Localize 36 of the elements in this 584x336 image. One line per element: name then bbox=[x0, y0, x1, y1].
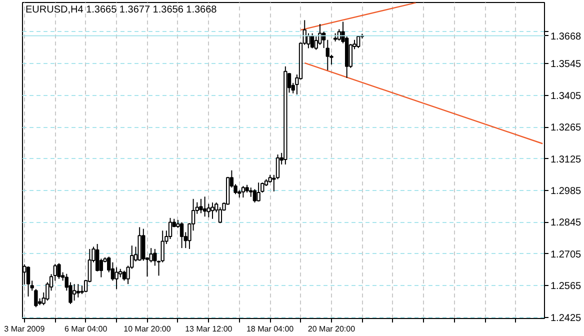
y-tick-label: 1.3125 bbox=[550, 154, 582, 166]
candlestick bbox=[256, 182, 260, 202]
x-tick-label: 6 Mar 04:00 bbox=[64, 324, 108, 334]
candlestick bbox=[210, 202, 214, 220]
y-tick-label: 1.2705 bbox=[550, 249, 582, 260]
candlestick bbox=[306, 32, 310, 49]
candlestick bbox=[114, 266, 118, 290]
x-tick-label: 10 Mar 20:00 bbox=[124, 324, 172, 334]
chart-title: EURUSD,H4 1.3665 1.3677 1.3656 1.3668 bbox=[26, 4, 218, 16]
x-tick-label: 13 Mar 12:00 bbox=[185, 324, 233, 334]
candlestick bbox=[241, 185, 246, 198]
candlestick bbox=[153, 248, 157, 266]
candlestick bbox=[356, 35, 360, 49]
candlestick bbox=[34, 288, 38, 308]
y-tick-label: 1.3265 bbox=[550, 122, 582, 134]
candlestick bbox=[249, 187, 253, 198]
y-tick-label: 1.2845 bbox=[550, 218, 582, 229]
candlestick bbox=[202, 196, 207, 218]
candlestick bbox=[199, 198, 203, 214]
y-tick-label: 1.2425 bbox=[550, 312, 582, 324]
candlestick bbox=[122, 270, 126, 282]
candlestick bbox=[57, 262, 61, 280]
x-tick-label: 20 Mar 20:00 bbox=[308, 324, 356, 334]
candlestick bbox=[26, 266, 30, 298]
x-tick-label: 3 Mar 2009 bbox=[4, 324, 46, 334]
y-tick-label: 1.2565 bbox=[550, 281, 582, 292]
y-tick-label: 1.3545 bbox=[550, 59, 582, 70]
x-tick-label: 18 Mar 04:00 bbox=[246, 324, 294, 334]
y-tick-label: 1.3405 bbox=[550, 90, 582, 102]
candlestick bbox=[180, 222, 184, 249]
y-tick-label: 1.2985 bbox=[550, 186, 582, 198]
ref-line-label: 1.3668 bbox=[550, 31, 582, 42]
candlestick bbox=[76, 284, 80, 298]
candlestick bbox=[218, 206, 222, 224]
candlestick bbox=[142, 228, 146, 262]
candlestick bbox=[72, 284, 76, 302]
